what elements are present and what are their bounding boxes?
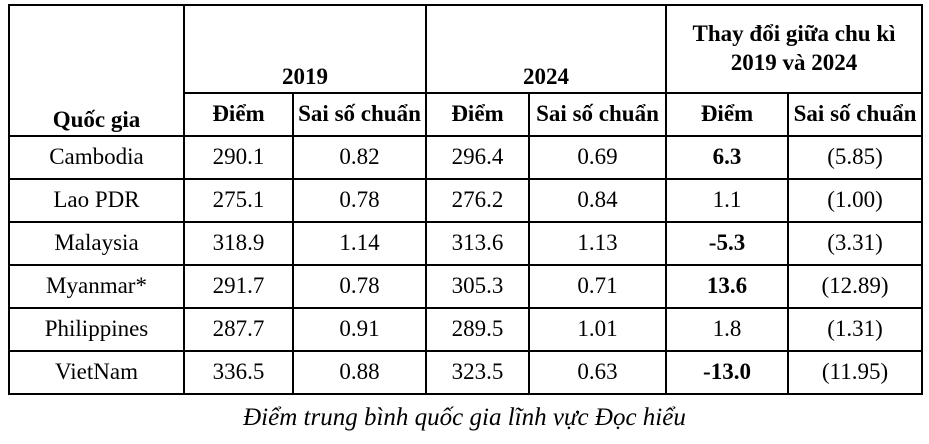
country-cell: Lao PDR — [8, 178, 185, 223]
change-se-cell: (5.85) — [786, 135, 924, 180]
subheader-2019-score: Điểm — [183, 92, 294, 137]
score-2024-cell: 289.5 — [425, 307, 530, 352]
score-2024-cell: 323.5 — [425, 350, 530, 395]
se-2019-cell: 1.14 — [292, 221, 427, 266]
score-2019-cell: 290.1 — [183, 135, 294, 180]
country-cell: VietNam — [8, 350, 185, 395]
subheader-2024-se: Sai số chuẩn — [528, 92, 667, 137]
se-2024-cell: 1.13 — [528, 221, 667, 266]
change-se-cell: (11.95) — [786, 350, 924, 395]
change-se-cell: (1.31) — [786, 307, 924, 352]
table-row-philippines: Philippines 287.7 0.91 289.5 1.01 1.8 (1… — [8, 307, 924, 352]
table-row-laopdr: Lao PDR 275.1 0.78 276.2 0.84 1.1 (1.00) — [8, 178, 924, 223]
se-2024-cell: 0.84 — [528, 178, 667, 223]
se-2019-cell: 0.88 — [292, 350, 427, 395]
se-2019-cell: 0.82 — [292, 135, 427, 180]
score-2019-cell: 291.7 — [183, 264, 294, 309]
se-2019-cell: 0.78 — [292, 178, 427, 223]
change-score-cell: 1.1 — [665, 178, 789, 223]
change-score-cell: 1.8 — [665, 307, 789, 352]
score-2019-cell: 336.5 — [183, 350, 294, 395]
change-se-cell: (12.89) — [786, 264, 924, 309]
score-2024-cell: 276.2 — [425, 178, 530, 223]
country-cell: Cambodia — [8, 135, 185, 180]
column-group-2019: 2019 — [183, 4, 427, 94]
table-row-malaysia: Malaysia 318.9 1.14 313.6 1.13 -5.3 (3.3… — [8, 221, 924, 266]
se-2024-cell: 0.63 — [528, 350, 667, 395]
se-2024-cell: 0.71 — [528, 264, 667, 309]
score-2024-cell: 313.6 — [425, 221, 530, 266]
header-group-row: Quốc gia 2019 2024 Thay đổi giữa chu kì … — [8, 4, 924, 137]
table-row-vietnam: VietNam 336.5 0.88 323.5 0.63 -13.0 (11.… — [8, 350, 924, 395]
se-2024-cell: 0.69 — [528, 135, 667, 180]
header-sub-row: Điểm Sai số chuẩn Điểm Sai số chuẩn Điểm… — [9, 92, 924, 137]
country-scores-table: Quốc gia 2019 2024 Thay đổi giữa chu kì … — [8, 4, 924, 395]
subheader-2024-score: Điểm — [425, 92, 530, 137]
score-2019-cell: 287.7 — [183, 307, 294, 352]
score-2019-cell: 275.1 — [183, 178, 294, 223]
table-caption: Điểm trung bình quốc gia lĩnh vực Đọc hi… — [243, 404, 686, 431]
change-score-cell: 6.3 — [665, 135, 789, 180]
score-2024-cell: 296.4 — [425, 135, 530, 180]
score-2024-cell: 305.3 — [425, 264, 530, 309]
country-cell: Malaysia — [8, 221, 185, 266]
column-header-country: Quốc gia — [8, 4, 185, 137]
column-group-change: Thay đổi giữa chu kì 2019 và 2024 — [664, 4, 924, 94]
change-score-cell: -5.3 — [665, 221, 789, 266]
change-se-cell: (3.31) — [786, 221, 924, 266]
change-se-cell: (1.00) — [786, 178, 924, 223]
score-2019-cell: 318.9 — [183, 221, 294, 266]
se-2019-cell: 0.91 — [292, 307, 427, 352]
column-group-2024: 2024 — [425, 4, 667, 94]
subheader-change-se: Sai số chuẩn — [786, 92, 924, 137]
change-score-cell: 13.6 — [665, 264, 789, 309]
country-cell: Myanmar* — [8, 264, 185, 309]
table-row-cambodia: Cambodia 290.1 0.82 296.4 0.69 6.3 (5.85… — [8, 135, 924, 180]
se-2019-cell: 0.78 — [292, 264, 427, 309]
country-cell: Philippines — [8, 307, 185, 352]
change-score-cell: -13.0 — [665, 350, 789, 395]
subheader-2019-se: Sai số chuẩn — [292, 92, 427, 137]
se-2024-cell: 1.01 — [528, 307, 667, 352]
table-row-myanmar: Myanmar* 291.7 0.78 305.3 0.71 13.6 (12.… — [8, 264, 924, 309]
subheader-change-score: Điểm — [665, 92, 789, 137]
